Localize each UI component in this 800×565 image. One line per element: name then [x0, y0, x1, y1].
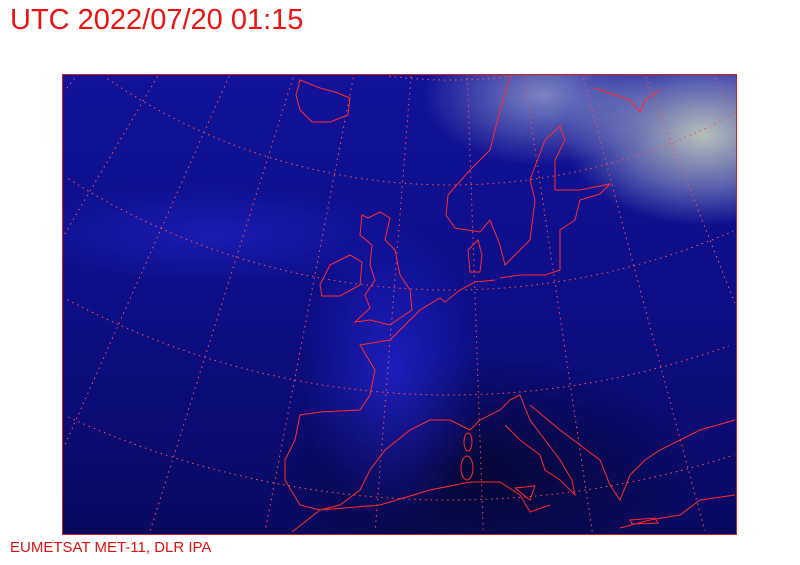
meridian-line: [583, 78, 706, 531]
satellite-map: [62, 74, 737, 535]
parallel-line: [67, 299, 729, 396]
coast-north-africa: [291, 481, 551, 533]
coast-northern-russia: [593, 87, 661, 113]
meridian-line: [524, 78, 593, 533]
parallel-line: [68, 178, 734, 291]
coastlines: [284, 75, 736, 533]
meridian-line: [64, 76, 159, 235]
graticule: [63, 75, 736, 533]
meridian-line: [645, 76, 736, 304]
image-credit: EUMETSAT MET-11, DLR IPA: [10, 539, 212, 556]
meridian-line: [374, 76, 412, 532]
timestamp-title: UTC 2022/07/20 01:15: [10, 4, 304, 36]
meridian-line: [65, 78, 75, 91]
meridian-line: [264, 77, 354, 532]
meridian-line: [149, 77, 294, 533]
meridian-line: [63, 75, 230, 447]
coast-sicily: [513, 485, 536, 501]
coast-crete: [629, 517, 659, 525]
coast-turkey: [619, 494, 736, 529]
coast-iceland: [295, 79, 351, 123]
coast-sardinia: [460, 455, 474, 481]
parallel-line: [68, 416, 735, 501]
meridian-line: [714, 77, 735, 116]
coast-corsica: [463, 432, 473, 452]
parallel-line: [107, 78, 735, 186]
coast-continent-north: [399, 279, 496, 331]
coast-denmark: [467, 239, 483, 273]
map-overlay: [63, 75, 736, 533]
parallel-line: [389, 75, 511, 81]
meridian-line: [466, 77, 484, 531]
coast-great-britain: [353, 211, 413, 326]
coast-balkans: [529, 404, 736, 502]
coast-ireland: [319, 254, 363, 297]
coast-scandinavia: [445, 75, 612, 279]
coast-france-iberia: [284, 329, 576, 511]
